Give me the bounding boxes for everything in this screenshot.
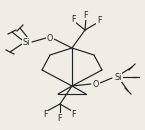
- Text: Si: Si: [114, 73, 122, 82]
- Text: F: F: [58, 113, 62, 122]
- Text: Si: Si: [22, 37, 30, 47]
- Text: O: O: [93, 80, 99, 89]
- Text: F: F: [43, 109, 47, 119]
- Text: F: F: [84, 11, 88, 20]
- Text: F: F: [71, 15, 75, 24]
- Text: F: F: [72, 109, 76, 119]
- Text: O: O: [47, 34, 53, 43]
- Text: F: F: [97, 15, 101, 24]
